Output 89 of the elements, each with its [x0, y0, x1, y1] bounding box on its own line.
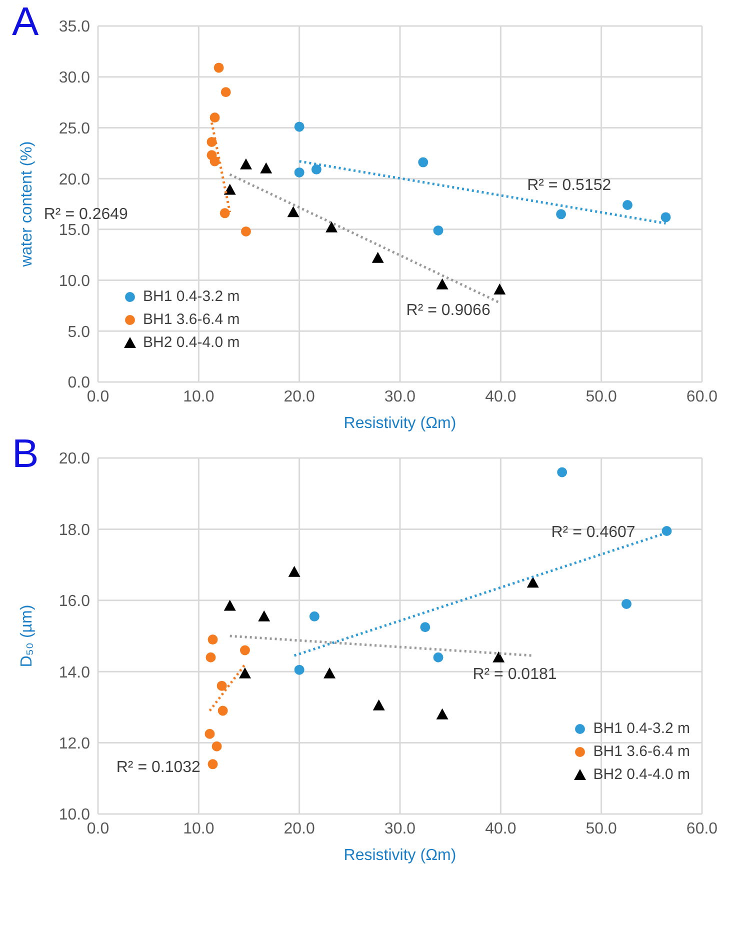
annotation: R² = 0.0181 [472, 666, 557, 684]
point [324, 667, 336, 678]
point [240, 158, 252, 170]
point [418, 157, 428, 168]
point [210, 112, 220, 123]
point [309, 611, 320, 622]
point [204, 728, 215, 739]
legend-label: BH2 0.4-4.0 m [593, 766, 690, 783]
text: B [12, 432, 39, 477]
annotation: R² = 0.2649 [44, 206, 128, 224]
point [220, 87, 231, 98]
legend-label: BH1 0.4-3.2 m [593, 720, 690, 737]
point [214, 62, 224, 73]
x-tick-label: 30.0 [384, 388, 416, 406]
point [420, 622, 430, 632]
point [494, 283, 506, 294]
point [208, 759, 218, 770]
y-tick-label: 14.0 [58, 664, 90, 682]
x-tick-label: 60.0 [686, 388, 718, 406]
point [287, 206, 300, 218]
point [218, 706, 228, 716]
legend-label: BH1 3.6-6.4 m [593, 743, 690, 760]
annotation: R² = 0.5152 [527, 177, 612, 196]
point [238, 667, 251, 678]
x-axis-title: Resistivity (Ωm) [344, 847, 456, 864]
point [206, 136, 217, 147]
annotation: R² = 0.9066 [406, 302, 490, 320]
point [216, 680, 227, 691]
legend-label: BH2 0.4-4.0 m [143, 334, 240, 351]
point [660, 212, 671, 222]
y-tick-label: 10.0 [58, 272, 90, 290]
point [294, 664, 304, 675]
y-axis-title: D₅₀ (µm) [18, 604, 36, 668]
x-axis-title: Resistivity (Ωm) [344, 415, 456, 432]
y-tick-label: 25.0 [58, 120, 90, 138]
point [526, 576, 539, 588]
y-axis-title: water content (%) [18, 141, 36, 268]
x-tick-label: 30.0 [384, 820, 416, 838]
point [220, 208, 230, 218]
point [622, 200, 633, 210]
y-tick-label: 18.0 [58, 522, 90, 539]
point [288, 566, 300, 577]
point [492, 651, 505, 662]
y-tick-label: 30.0 [58, 70, 90, 87]
x-tick-label: 40.0 [485, 388, 516, 406]
y-tick-label: 5.0 [68, 324, 90, 341]
point [258, 610, 270, 622]
point [240, 226, 251, 236]
point [372, 699, 385, 710]
x-tick-label: 10.0 [183, 820, 214, 838]
y-tick-label: 20.0 [58, 450, 90, 468]
point [556, 209, 566, 220]
point [311, 164, 322, 174]
x-tick-label: 10.0 [183, 388, 214, 406]
point [240, 645, 250, 656]
y-tick-label: 16.0 [58, 593, 90, 610]
point [436, 278, 448, 290]
point [212, 741, 222, 752]
legend-label: BH1 3.6-6.4 m [143, 311, 240, 328]
point [372, 252, 384, 263]
point [224, 600, 236, 611]
point [433, 652, 444, 662]
point [210, 156, 220, 166]
y-tick-label: 12.0 [58, 735, 90, 752]
point [294, 167, 304, 178]
x-tick-label: 20.0 [284, 388, 316, 406]
y-tick-label: 15.0 [58, 222, 90, 240]
point [206, 652, 216, 662]
point [326, 221, 338, 232]
point [260, 162, 272, 174]
point [433, 225, 444, 236]
point [436, 708, 448, 720]
point [662, 526, 672, 536]
y-tick-label: 20.0 [58, 171, 90, 188]
point [557, 467, 568, 478]
annotation: R² = 0.4607 [551, 524, 636, 542]
point [208, 634, 218, 645]
point [622, 598, 632, 609]
y-tick-label: 35.0 [58, 18, 90, 36]
point [294, 122, 304, 132]
text: A [12, 0, 39, 45]
x-tick-label: 20.0 [284, 820, 316, 838]
x-tick-label: 40.0 [485, 820, 516, 838]
legend-label: BH1 0.4-3.2 m [143, 288, 240, 305]
x-tick-label: 60.0 [686, 820, 718, 838]
point [224, 184, 236, 195]
x-tick-label: 50.0 [586, 388, 618, 406]
annotation: R² = 0.1032 [116, 758, 200, 777]
x-tick-label: 50.0 [586, 820, 618, 838]
